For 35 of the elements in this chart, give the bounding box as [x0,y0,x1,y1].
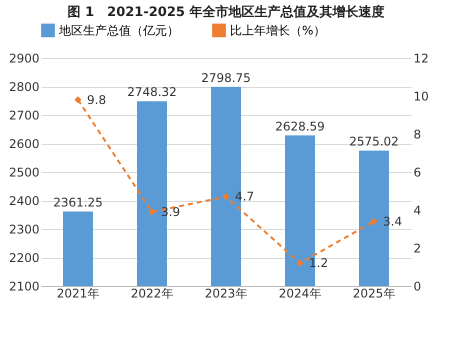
legend-label: 地区生产总值（亿元） [58,23,179,38]
data-label: 9.8 [87,92,106,107]
y2-tick-label: 6 [414,166,422,180]
x-tick-label: 2025年 [352,286,396,300]
y-tick-label: 2300 [8,222,40,236]
data-label: 2628.59 [275,119,325,134]
y-tick-label: 2400 [8,194,40,208]
y2-tick-label: 4 [414,204,422,218]
y-tick-label: 2200 [8,251,40,265]
point [222,193,230,200]
y-tick-label: 2700 [8,108,40,122]
x-tick-label: 2021年 [56,286,100,300]
y2-tick-label: 2 [414,242,422,256]
y2-tick-label: 10 [414,90,429,104]
y-tick-label: 2600 [8,137,40,151]
y2-tick-label: 0 [414,280,422,294]
chart-title: 图 1 2021-2025 年全市地区生产总值及其增长速度 [68,4,384,20]
legend-label: 比上年增长（%） [230,23,326,38]
data-label: 2575.02 [349,134,399,149]
y-tick-label: 2100 [8,280,40,294]
data-label: 2361.25 [53,196,103,210]
y-tick-label: 2900 [8,52,40,66]
x-tick-label: 2023年 [204,286,248,300]
data-label: 2748.32 [127,85,177,100]
point [74,96,82,104]
y-tick-label: 2800 [8,80,40,94]
point [296,260,304,267]
point [148,208,156,216]
x-tick-label: 2024年 [278,286,322,300]
point [370,218,378,225]
y2-tick-label: 8 [414,128,422,142]
y2-tick-label: 12 [414,52,429,66]
y-tick-label: 2500 [8,166,40,180]
data-label: 2798.75 [201,70,251,85]
x-tick-label: 2022年 [130,286,174,300]
